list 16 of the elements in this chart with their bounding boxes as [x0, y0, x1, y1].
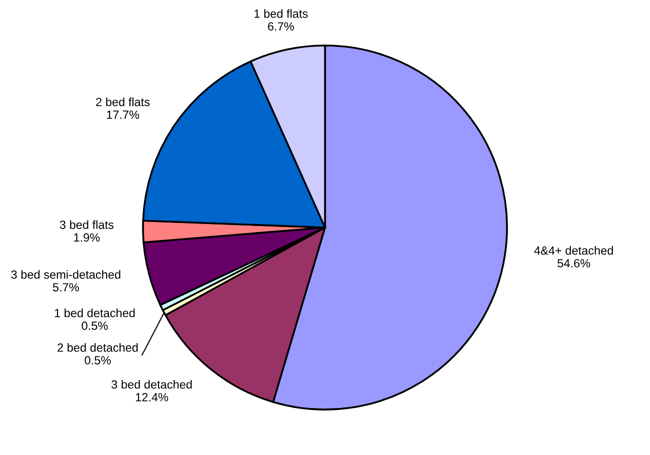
- data-label: 12.4%: [136, 393, 168, 402]
- data-label: 54.6%: [558, 259, 590, 268]
- slice-label: 1 bed flats: [254, 9, 308, 18]
- data-label: 5.7%: [52, 283, 79, 292]
- data-label: 0.5%: [84, 356, 111, 364]
- slice-label: 3 bed flats: [60, 220, 114, 229]
- slice-label: 3 bed detached: [112, 380, 192, 389]
- slice-label: 4&4+ detached: [534, 246, 613, 255]
- data-label: 1.9%: [74, 233, 100, 242]
- slice-label: 2 bed flats: [96, 98, 150, 106]
- data-label: 17.7%: [106, 110, 140, 119]
- slice-label: 3 bed semi-detached: [11, 270, 120, 279]
- data-label: 6.7%: [268, 22, 294, 31]
- slice-label: 1 bed detached: [54, 308, 135, 318]
- data-label: 0.5%: [82, 322, 108, 330]
- slice-label: 2 bed detached: [58, 343, 138, 352]
